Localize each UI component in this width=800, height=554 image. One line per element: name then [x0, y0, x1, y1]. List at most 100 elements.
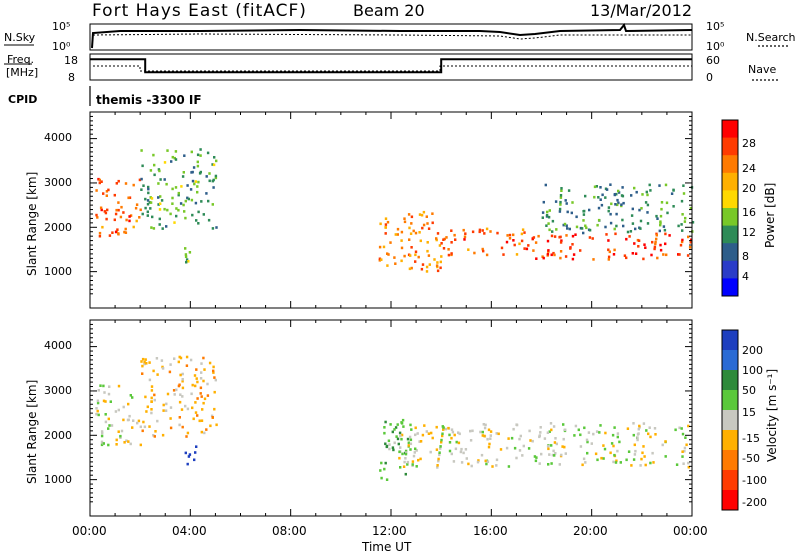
velocity-cell: [594, 452, 598, 456]
velocity-cell: [153, 435, 156, 438]
time-tick-label: 00:00: [72, 524, 107, 538]
velocity-cell: [117, 384, 121, 388]
power-cell: [407, 213, 411, 216]
velocity-cell: [645, 429, 648, 432]
velocity-cell: [184, 404, 187, 408]
velocity-cell: [414, 447, 417, 451]
power-cell: [425, 265, 429, 269]
power-cell: [547, 249, 550, 252]
velocity-cell: [169, 426, 173, 430]
power-cell: [523, 247, 526, 250]
power-cell: [681, 229, 684, 232]
power-cell: [185, 260, 188, 264]
velocity-cbar-tick: 15: [742, 406, 756, 419]
power-cell: [613, 248, 616, 252]
power-cell: [642, 257, 645, 261]
power-cell: [638, 208, 641, 212]
power-cell: [196, 185, 199, 188]
power-cell: [482, 249, 485, 253]
power-cell: [117, 232, 120, 235]
velocity-cell: [169, 363, 172, 366]
velocity-cell: [427, 432, 431, 435]
velocity-cell: [450, 428, 454, 431]
power-cell: [184, 247, 187, 250]
velocity-cell: [400, 437, 403, 441]
power-cell: [207, 218, 211, 222]
power-cell: [152, 227, 156, 230]
velocity-cell: [540, 452, 543, 456]
velocity-cell: [619, 461, 622, 464]
power-cell: [205, 175, 208, 178]
power-cell: [400, 239, 403, 242]
power-cell: [660, 207, 663, 211]
velocity-cell: [464, 448, 468, 451]
velocity-cell: [409, 423, 412, 427]
velocity-cell: [131, 426, 134, 429]
power-cell: [688, 246, 692, 249]
velocity-cell: [206, 394, 210, 397]
velocity-cell: [415, 449, 418, 452]
velocity-cell: [548, 453, 551, 456]
velocity-cell: [444, 427, 447, 431]
power-cell: [607, 239, 610, 242]
power-cell: [662, 253, 665, 256]
velocity-cell: [488, 442, 491, 446]
power-cell: [575, 225, 579, 229]
power-cell: [409, 254, 412, 257]
velocity-ylabel: Slant Range [km]: [25, 380, 39, 484]
velocity-cell: [399, 434, 402, 438]
power-cell: [634, 227, 637, 231]
power-cell: [139, 208, 142, 212]
power-cell: [575, 215, 578, 219]
velocity-cell: [515, 423, 518, 426]
velocity-cell: [398, 450, 401, 454]
velocity-cell: [107, 417, 110, 421]
power-cell: [158, 169, 161, 173]
velocity-cell: [550, 444, 553, 447]
power-cell: [186, 184, 189, 187]
power-cell: [403, 217, 406, 220]
power-cell: [171, 196, 174, 200]
power-cell: [185, 258, 189, 261]
nsearch-tick-bottom-right: 10⁰: [706, 40, 725, 53]
power-cell: [132, 225, 135, 229]
power-cell: [427, 227, 431, 230]
power-cell: [419, 239, 422, 243]
velocity-cell: [202, 379, 205, 383]
power-cell: [683, 220, 687, 223]
freq-label-line1: Freq.: [7, 53, 34, 66]
power-cell: [525, 247, 529, 251]
power-cell: [453, 233, 456, 237]
velocity-cell: [160, 359, 164, 362]
velocity-cell: [538, 434, 541, 437]
power-cell: [634, 252, 638, 255]
velocity-cell: [104, 420, 108, 424]
velocity-cell: [406, 437, 410, 441]
power-cell: [189, 188, 193, 191]
velocity-cell: [195, 445, 198, 448]
power-cell: [184, 255, 188, 258]
velocity-cell: [421, 433, 425, 437]
velocity-cell: [459, 450, 463, 454]
power-cell: [152, 153, 155, 157]
power-cell: [617, 201, 620, 205]
power-cell: [615, 192, 618, 196]
velocity-cell: [383, 426, 386, 429]
power-colorbar-segment: [722, 120, 738, 139]
time-tick-label: 00:00: [673, 524, 708, 538]
power-cell: [384, 223, 388, 226]
velocity-cell: [507, 465, 511, 468]
power-cell: [639, 219, 643, 223]
power-cell: [553, 235, 557, 238]
power-cell: [665, 253, 668, 257]
velocity-cell: [487, 428, 491, 432]
velocity-cell: [143, 360, 146, 364]
velocity-cell: [141, 372, 144, 375]
power-cell: [582, 219, 585, 222]
power-cell: [387, 253, 390, 256]
power-colorbar-segment: [722, 155, 738, 174]
power-cell: [542, 256, 545, 260]
power-cell: [651, 240, 654, 244]
power-cell: [621, 186, 624, 189]
velocity-cell: [148, 378, 152, 382]
